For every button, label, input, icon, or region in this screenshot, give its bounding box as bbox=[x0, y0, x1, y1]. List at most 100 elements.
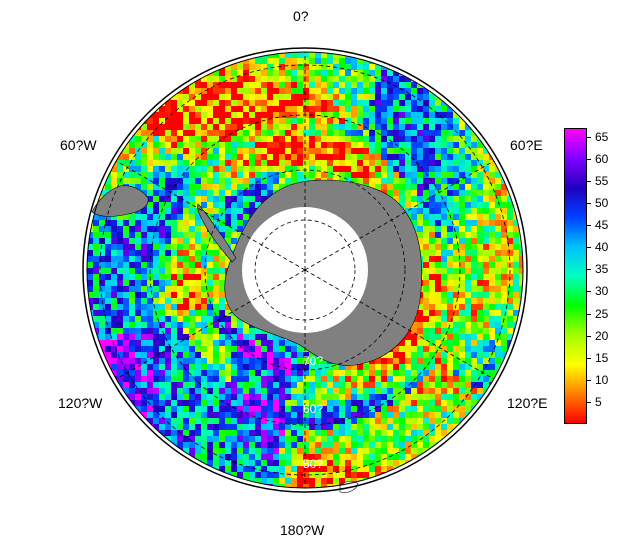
field-cell bbox=[417, 220, 424, 227]
field-cell bbox=[189, 106, 196, 113]
field-cell bbox=[159, 352, 166, 359]
field-cell bbox=[447, 184, 454, 191]
field-cell bbox=[201, 292, 208, 299]
field-cell bbox=[201, 202, 208, 209]
field-cell bbox=[297, 418, 304, 425]
field-cell bbox=[201, 340, 208, 347]
field-cell bbox=[219, 460, 226, 467]
field-cell bbox=[183, 136, 190, 143]
field-cell bbox=[339, 94, 346, 101]
field-cell bbox=[183, 112, 190, 119]
field-cell bbox=[477, 334, 484, 341]
field-cell bbox=[405, 400, 412, 407]
field-cell bbox=[477, 196, 484, 203]
field-cell bbox=[207, 460, 214, 467]
field-cell bbox=[201, 412, 208, 419]
field-cell bbox=[147, 382, 154, 389]
field-cell bbox=[465, 370, 472, 377]
field-cell bbox=[477, 178, 484, 185]
field-cell bbox=[189, 322, 196, 329]
field-cell bbox=[429, 430, 436, 437]
field-cell bbox=[303, 124, 310, 131]
field-cell bbox=[453, 118, 460, 125]
field-cell bbox=[369, 94, 376, 101]
field-cell bbox=[519, 268, 523, 275]
field-cell bbox=[273, 442, 280, 449]
field-cell bbox=[117, 274, 124, 281]
field-cell bbox=[141, 166, 148, 173]
field-cell bbox=[225, 418, 232, 425]
field-cell bbox=[255, 160, 262, 167]
field-cell bbox=[369, 178, 376, 185]
field-cell bbox=[405, 436, 412, 443]
field-cell bbox=[405, 358, 412, 365]
field-cell bbox=[417, 232, 424, 239]
field-cell bbox=[459, 280, 466, 287]
field-cell bbox=[201, 184, 208, 191]
field-cell bbox=[207, 214, 214, 221]
field-cell bbox=[171, 250, 178, 257]
field-cell bbox=[447, 268, 454, 275]
field-cell bbox=[429, 238, 436, 245]
field-cell bbox=[321, 412, 328, 419]
field-cell bbox=[471, 160, 478, 167]
field-cell bbox=[303, 82, 310, 89]
field-cell bbox=[471, 166, 478, 173]
field-cell bbox=[339, 70, 346, 77]
field-cell bbox=[219, 418, 226, 425]
field-cell bbox=[189, 316, 196, 323]
field-cell bbox=[405, 454, 412, 461]
field-cell bbox=[423, 298, 430, 305]
field-cell bbox=[429, 166, 436, 173]
field-cell bbox=[207, 310, 214, 317]
field-cell bbox=[135, 328, 142, 335]
field-cell bbox=[309, 88, 316, 95]
field-cell bbox=[279, 340, 286, 347]
field-cell bbox=[393, 136, 400, 143]
field-cell bbox=[237, 430, 244, 437]
field-cell bbox=[171, 316, 178, 323]
field-cell bbox=[423, 274, 430, 281]
field-cell bbox=[447, 316, 454, 323]
field-cell bbox=[225, 154, 232, 161]
field-cell bbox=[165, 184, 172, 191]
field-cell bbox=[129, 262, 136, 269]
field-cell bbox=[339, 436, 346, 443]
field-cell bbox=[267, 106, 274, 113]
field-cell bbox=[189, 304, 196, 311]
field-cell bbox=[225, 352, 232, 359]
field-cell bbox=[435, 166, 442, 173]
field-cell bbox=[369, 400, 376, 407]
field-cell bbox=[273, 154, 280, 161]
field-cell bbox=[351, 364, 358, 371]
field-cell bbox=[327, 472, 334, 479]
field-cell bbox=[267, 466, 274, 473]
field-cell bbox=[303, 88, 310, 95]
field-cell bbox=[465, 406, 472, 413]
field-cell bbox=[201, 442, 208, 449]
field-cell bbox=[261, 382, 268, 389]
field-cell bbox=[309, 412, 316, 419]
field-cell bbox=[279, 406, 286, 413]
field-cell bbox=[453, 154, 460, 161]
field-cell bbox=[345, 130, 352, 137]
field-cell bbox=[489, 346, 496, 353]
field-cell bbox=[429, 244, 436, 251]
field-cell bbox=[435, 232, 442, 239]
field-cell bbox=[399, 394, 406, 401]
field-cell bbox=[459, 352, 466, 359]
field-cell bbox=[297, 52, 304, 59]
field-cell bbox=[165, 370, 172, 377]
field-cell bbox=[393, 142, 400, 149]
field-cell bbox=[471, 364, 478, 371]
field-cell bbox=[213, 322, 220, 329]
field-cell bbox=[225, 130, 232, 137]
field-cell bbox=[183, 316, 190, 323]
field-cell bbox=[393, 130, 400, 137]
field-cell bbox=[417, 208, 424, 215]
field-cell bbox=[309, 454, 316, 461]
field-cell bbox=[207, 88, 214, 95]
field-cell bbox=[477, 166, 484, 173]
field-cell bbox=[201, 148, 208, 155]
field-cell bbox=[423, 94, 430, 101]
